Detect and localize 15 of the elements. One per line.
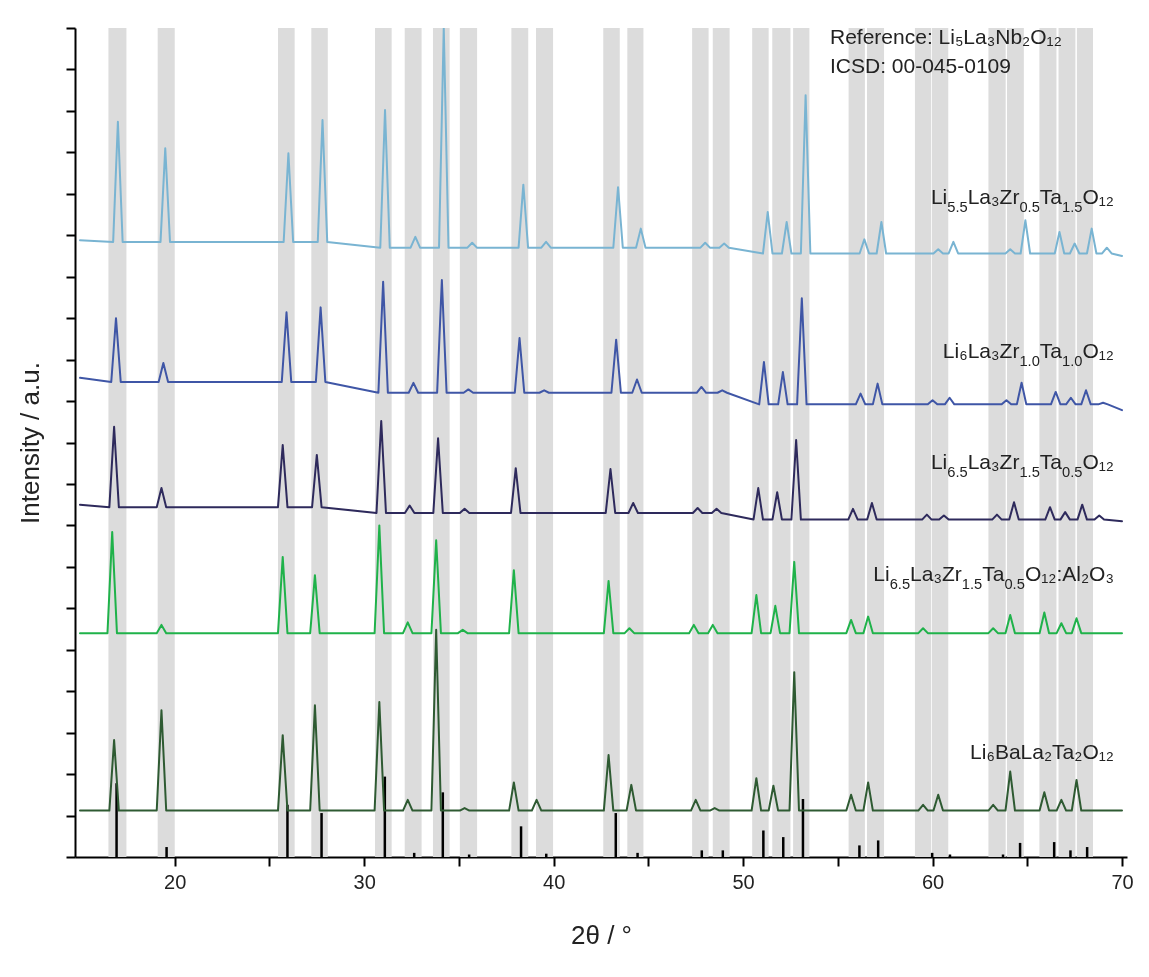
x-tick-label: 30 [353,870,376,893]
series-label: Li$_{6.5}$La₃Zr$_{1.5}$Ta$_{0.5}$O₁₂:Al₂O₃ [873,562,1114,593]
x-axis-title: 2θ / ° [571,919,632,950]
x-tick-label: 50 [732,870,755,893]
x-tick-label: 60 [921,870,945,893]
series-label: Li$_{5.5}$La₃Zr$_{0.5}$Ta$_{1.5}$O₁₂ [930,184,1114,215]
x-tick-label: 20 [164,870,187,893]
series-label: Li$_{6.5}$La₃Zr$_{1.5}$Ta$_{0.5}$O₁₂ [930,450,1114,481]
x-tick-label: 40 [543,870,566,893]
annotation: Reference: Li₅La₃Nb₂O₁₂ [830,25,1062,48]
annotation: ICSD: 00-045-0109 [830,54,1011,77]
series-label: Li₆La₃Zr$_{1.0}$Ta$_{1.0}$O₁₂ [942,339,1114,370]
y-axis-title: Intensity / a.u. [14,362,45,524]
x-tick-label: 70 [1111,870,1134,893]
series-label: Li₆BaLa₂Ta₂O₁₂ [970,739,1114,763]
